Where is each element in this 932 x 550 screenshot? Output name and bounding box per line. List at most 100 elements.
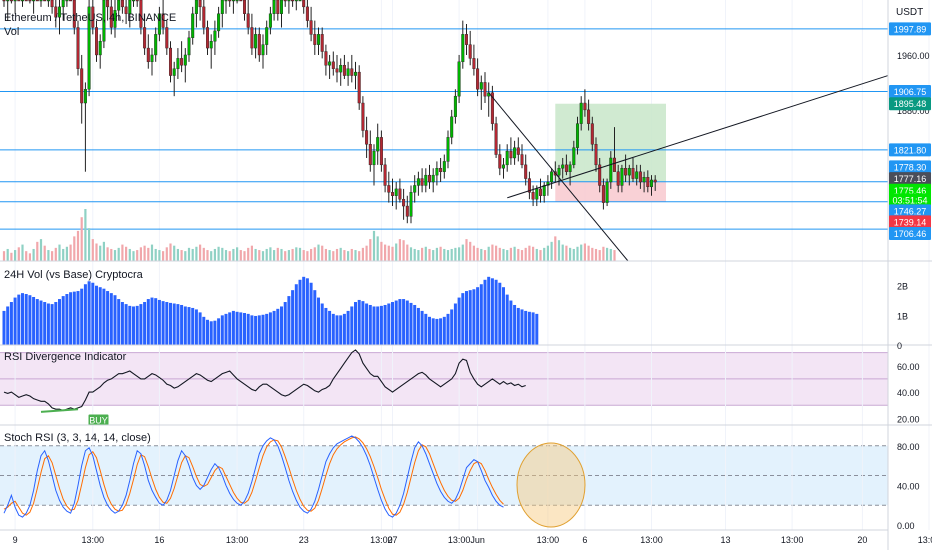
trend-lines[interactable]: [488, 75, 889, 262]
volume-bar: [606, 247, 609, 261]
vol24-pane-label[interactable]: 24H Vol (vs Base) Cryptocra: [4, 269, 143, 281]
volume-bar: [565, 245, 568, 261]
vol24-bar: [283, 302, 287, 345]
candle-body: [109, 6, 113, 28]
volume-bar: [199, 244, 202, 261]
vol24-bar: [287, 296, 291, 345]
candle-body: [446, 137, 450, 162]
candle-body: [350, 68, 354, 76]
volume-bar: [173, 245, 176, 261]
time-tick: 13: [720, 535, 730, 545]
stoch-pane-label[interactable]: Stoch RSI (3, 3, 14, 14, close): [4, 432, 151, 444]
candle-body: [379, 137, 383, 166]
vol24-bar: [361, 301, 365, 345]
volume-bar: [39, 239, 43, 261]
vol24-bar: [487, 276, 491, 345]
rsi-tick: 20.00: [897, 414, 920, 424]
volume-bar: [306, 251, 309, 261]
volume-bar: [609, 248, 612, 261]
volume-bar: [491, 244, 494, 261]
candle-body: [24, 0, 28, 2]
candle-body: [202, 6, 206, 28]
candle-body: [228, 0, 232, 2]
candle-body: [168, 47, 172, 76]
candle-body: [124, 6, 128, 14]
candle-body: [35, 0, 39, 2]
volume-bar: [17, 247, 20, 261]
symbol-legend[interactable]: Ethereum / TetheUS, 4h, BINANCE: [4, 12, 176, 24]
candle-body: [313, 34, 317, 45]
volume-bar: [28, 253, 31, 261]
candle-body: [161, 13, 165, 28]
volume-bar: [313, 247, 316, 261]
price-label-text: 1997.89: [894, 24, 927, 34]
vol24-bar: [335, 315, 339, 345]
candle-body: [213, 30, 217, 42]
volume-bar: [184, 251, 187, 261]
candle-body: [413, 185, 417, 193]
volume-bar: [6, 248, 9, 261]
candle-body: [131, 0, 135, 2]
volume-bar: [358, 251, 361, 261]
vol24-bar: [442, 316, 446, 345]
vol24-bar: [379, 305, 383, 345]
vol24-bar: [76, 291, 80, 345]
candle-body: [283, 0, 287, 2]
vol24-bar: [220, 315, 224, 345]
vol24-bar: [513, 304, 517, 345]
volume-bar: [328, 250, 331, 261]
candle-body: [342, 65, 346, 76]
volume-bar: [417, 250, 420, 261]
stoch-tick: 80.00: [897, 442, 920, 452]
candle-body: [102, 0, 106, 42]
volume-bar: [121, 244, 124, 261]
rsi-pane-label[interactable]: RSI Divergence Indicator: [4, 351, 127, 363]
vol24-bar: [217, 318, 221, 345]
rsi-tick: 40.00: [897, 388, 920, 398]
highlight-ellipse-shape: [516, 442, 586, 528]
volume-bar: [587, 245, 590, 261]
candle-body: [561, 164, 565, 169]
vol24-bar: [80, 288, 84, 345]
volume-bar: [321, 245, 324, 261]
volume-bar: [580, 244, 583, 261]
vol24-bar: [150, 297, 154, 345]
volume-bar: [509, 247, 512, 261]
volume-legend[interactable]: Vol: [4, 26, 20, 38]
candle-body: [87, 6, 91, 90]
candle-body: [457, 61, 461, 97]
time-tick: 20: [857, 535, 867, 545]
vol24-bar: [357, 299, 361, 345]
candle-body: [509, 150, 513, 159]
horizontal-levels[interactable]: [0, 28, 888, 230]
volume-bar: [428, 248, 431, 261]
ascending-trendline: [507, 75, 889, 199]
volume-bar: [202, 247, 205, 261]
candle-body: [424, 174, 428, 186]
time-tick: 27: [387, 535, 397, 545]
vol24-bar: [187, 307, 191, 345]
buy-signal-text: BUY: [89, 415, 108, 425]
vol24-bar: [383, 304, 387, 345]
vol24-bar: [365, 303, 369, 345]
candle-body: [442, 161, 446, 172]
price-label-text: 1778.30: [894, 162, 927, 172]
volume-bar: [236, 247, 239, 261]
price-label-badge: [889, 22, 931, 36]
highlight-ellipse[interactable]: [516, 442, 586, 528]
candle-body: [154, 34, 158, 56]
volume-bar: [365, 245, 368, 261]
price-axis[interactable]: 1960.001880.001800.002B1B060.0040.0020.0…: [889, 22, 931, 531]
volume-bar: [54, 247, 57, 261]
vol24-bar: [453, 303, 457, 345]
candle-body: [387, 185, 391, 193]
volume-bar: [310, 248, 313, 261]
vol24-bar: [502, 287, 505, 345]
volume-bar: [594, 248, 598, 261]
vol24-bar: [17, 294, 21, 345]
price-label-badge: [889, 160, 931, 174]
volume-bar: [254, 248, 257, 261]
